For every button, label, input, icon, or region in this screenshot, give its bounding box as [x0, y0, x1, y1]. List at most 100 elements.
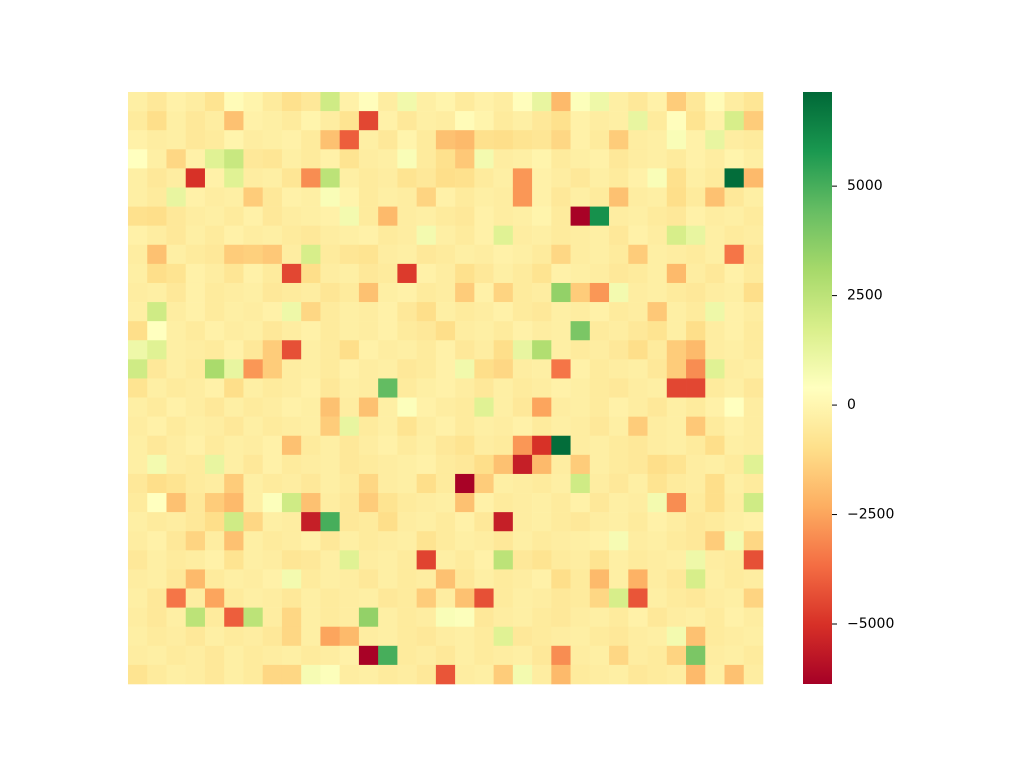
- cell: [224, 588, 244, 608]
- cell: [435, 359, 456, 379]
- cell: [724, 302, 745, 322]
- cell: [705, 473, 725, 494]
- cell: [397, 244, 417, 265]
- cell: [686, 512, 706, 532]
- cell: [243, 569, 263, 589]
- cell: [185, 454, 206, 475]
- cell: [474, 130, 494, 150]
- cell: [686, 454, 706, 475]
- cell: [570, 206, 591, 226]
- cell: [686, 435, 706, 456]
- cell: [609, 130, 629, 150]
- cell: [416, 588, 437, 608]
- cell: [435, 206, 456, 226]
- cell: [705, 359, 725, 379]
- cell: [647, 473, 668, 494]
- cell: [455, 225, 475, 246]
- cell: [647, 531, 668, 551]
- cell: [455, 512, 475, 532]
- cell: [339, 378, 360, 398]
- cell: [166, 92, 187, 112]
- cell: [166, 569, 187, 589]
- cell: [166, 225, 187, 246]
- cell: [628, 168, 648, 188]
- cell: [512, 92, 533, 112]
- cell: [185, 473, 206, 494]
- cell: [589, 244, 610, 265]
- cell: [609, 321, 629, 341]
- cell: [185, 187, 206, 207]
- cell: [320, 111, 340, 131]
- cell: [128, 645, 148, 666]
- cell: [455, 187, 475, 207]
- cell: [647, 168, 668, 188]
- cell: [512, 550, 533, 570]
- cell: [397, 168, 417, 188]
- cell: [262, 550, 283, 570]
- cell: [281, 512, 302, 532]
- cell: [724, 359, 745, 379]
- cell: [493, 111, 514, 131]
- cell: [185, 664, 206, 685]
- cell: [166, 512, 187, 532]
- cell: [416, 187, 437, 207]
- cell: [705, 512, 725, 532]
- cell: [570, 168, 591, 188]
- cell: [724, 454, 745, 475]
- cell: [320, 263, 340, 284]
- cell: [243, 130, 263, 150]
- cell: [647, 378, 668, 398]
- cell: [243, 473, 263, 494]
- cell: [397, 225, 417, 246]
- cell: [320, 550, 340, 570]
- cell: [609, 550, 629, 570]
- cell: [224, 664, 244, 685]
- cell: [243, 225, 263, 246]
- cell: [647, 493, 668, 513]
- cell: [724, 531, 745, 551]
- cell: [474, 416, 494, 437]
- cell: [147, 607, 167, 628]
- cell: [320, 206, 340, 226]
- cell: [147, 130, 167, 150]
- cell: [724, 512, 745, 532]
- cell: [512, 282, 533, 303]
- cell: [609, 531, 629, 551]
- cell: [301, 454, 321, 475]
- cell: [686, 607, 706, 628]
- cell: [455, 569, 475, 589]
- cell: [128, 340, 148, 360]
- cell: [493, 187, 514, 207]
- cell: [416, 454, 437, 475]
- cell: [455, 588, 475, 608]
- cell: [532, 550, 552, 570]
- cell: [455, 626, 475, 647]
- cell: [147, 149, 167, 169]
- cell: [628, 149, 648, 169]
- cell: [358, 149, 379, 169]
- cell: [724, 282, 745, 303]
- cell: [358, 321, 379, 341]
- cell: [185, 206, 206, 226]
- cell: [743, 588, 764, 608]
- cell: [724, 168, 745, 188]
- cell: [686, 321, 706, 341]
- cell: [724, 149, 745, 169]
- cell: [474, 225, 494, 246]
- cell: [243, 378, 263, 398]
- cell: [532, 187, 552, 207]
- cell: [262, 225, 283, 246]
- cell: [224, 645, 244, 666]
- cell: [378, 263, 398, 284]
- cell: [224, 187, 244, 207]
- cell: [224, 244, 244, 265]
- cell: [589, 168, 610, 188]
- cell: [474, 493, 494, 513]
- cell: [378, 149, 398, 169]
- cell: [609, 225, 629, 246]
- cell: [224, 149, 244, 169]
- cell: [204, 340, 225, 360]
- cell: [358, 111, 379, 131]
- cell: [589, 550, 610, 570]
- cell: [166, 664, 187, 685]
